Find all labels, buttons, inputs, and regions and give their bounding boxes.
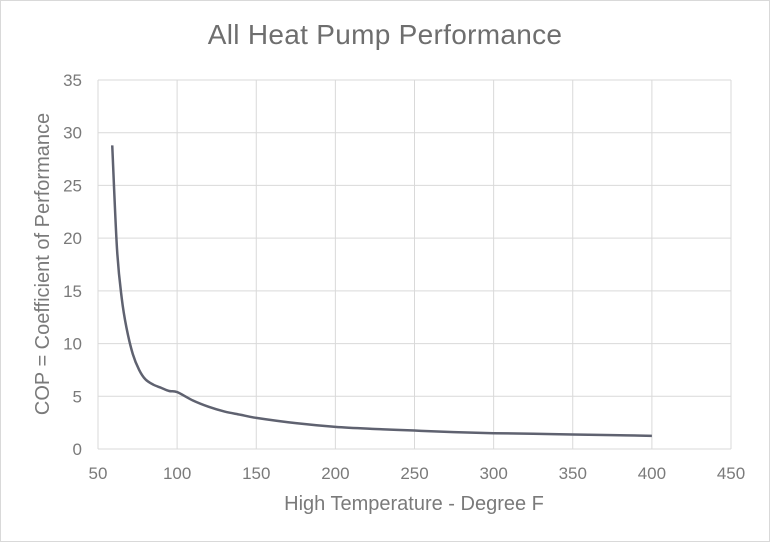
series-layer: [110, 145, 652, 438]
x-axis-label: High Temperature - Degree F: [284, 493, 544, 515]
gridlines: [97, 79, 732, 450]
x-tick-label: 50: [89, 464, 108, 483]
x-tick-label: 250: [400, 464, 428, 483]
y-tick-label: 0: [73, 440, 82, 459]
tick-labels: 0 5 10 15 20 25 30 35 50 100 150 200 250 300 350 400 450: [63, 71, 745, 483]
y-tick-label: 15: [63, 282, 82, 301]
y-axis-label: COP = Coefficient of Performance: [32, 113, 54, 415]
y-tick-label: 10: [63, 335, 82, 354]
x-tick-label: 300: [479, 464, 507, 483]
x-tick-label: 400: [638, 464, 666, 483]
chart-title: All Heat Pump Performance: [207, 19, 563, 50]
x-tick-label: 450: [717, 464, 745, 483]
x-tick-label: 350: [559, 464, 587, 483]
x-tick-label: 200: [321, 464, 349, 483]
x-tick-label: 100: [163, 464, 191, 483]
y-tick-label: 5: [73, 387, 82, 406]
y-tick-label: 35: [63, 71, 82, 90]
series-line: [110, 145, 652, 438]
y-tick-label: 30: [63, 124, 82, 143]
x-tick-label: 150: [242, 464, 270, 483]
y-tick-label: 25: [63, 176, 82, 195]
y-tick-label: 20: [63, 229, 82, 248]
